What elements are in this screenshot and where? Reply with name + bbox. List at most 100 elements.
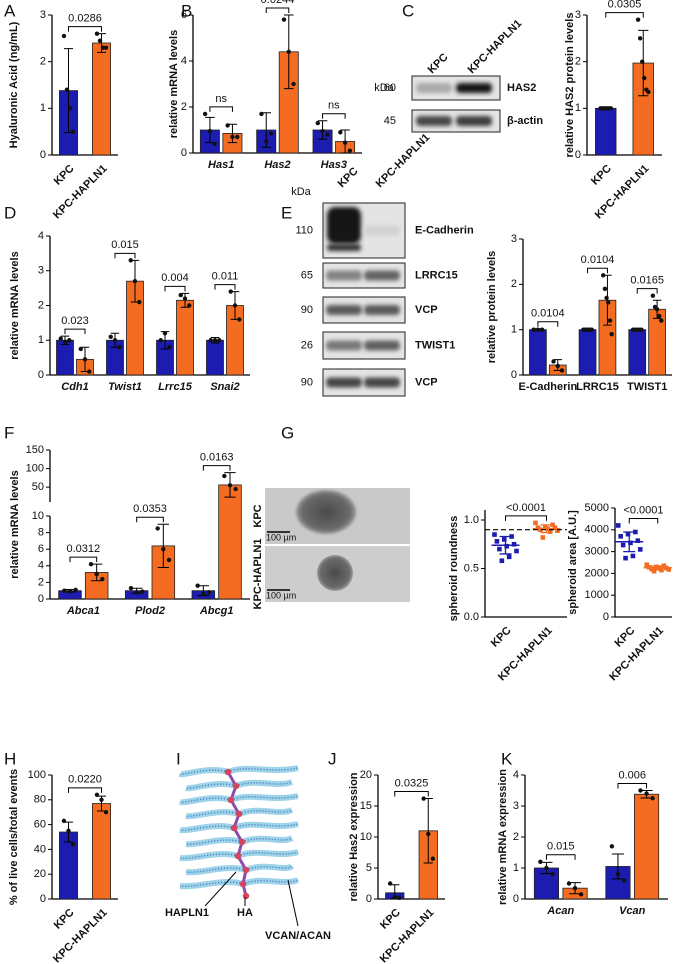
data-point [87, 369, 92, 374]
kda-label: 26 [301, 339, 313, 351]
y-tick-label: 15 [360, 800, 372, 812]
blot-band [326, 377, 362, 388]
panel-label: D [4, 203, 16, 222]
x-tick-label: KPC [489, 625, 514, 650]
data-point [602, 286, 608, 292]
y-tick-label: 1 [40, 102, 46, 114]
chart: 0 1 2 3 4 relative mRNA expression Acan Vcan 0.0… [497, 769, 668, 917]
x-tick-label: Vcan [619, 905, 646, 917]
significance-label: 0.0104 [531, 308, 565, 320]
y-tick-label: 0 [38, 369, 44, 381]
panel-label: H [4, 749, 16, 768]
significance-bracket [636, 288, 658, 294]
blot-strip [411, 75, 501, 101]
y-tick-label: 3 [575, 9, 581, 21]
y-tick-label: 4 [38, 230, 44, 242]
significance-label: 0.0353 [133, 503, 167, 515]
hapln1-link [232, 782, 240, 790]
scale-bar-label: 100 µm [266, 590, 296, 600]
y-tick-label: 0 [603, 611, 609, 623]
bar [176, 299, 194, 376]
proteoglycan [185, 865, 247, 876]
data-point [182, 296, 188, 301]
x-tick-label: KPC [52, 163, 77, 188]
blot-strip [322, 331, 406, 360]
data-point [640, 59, 645, 64]
kda-label: 90 [301, 304, 313, 316]
y-tick-label: 80 [34, 794, 46, 806]
data-point [61, 818, 67, 824]
blot-band [364, 270, 400, 281]
y-tick-label: 1000 [585, 589, 609, 601]
protein-label: VCP [415, 304, 438, 316]
bar [595, 107, 617, 156]
data-point [547, 529, 553, 534]
data-point [637, 36, 643, 41]
proteoglycan-core [230, 795, 299, 801]
blot-band [416, 116, 452, 126]
data-point [635, 17, 641, 22]
y-tick-label: 6 [181, 9, 187, 21]
data-point [511, 541, 517, 547]
data-point [232, 303, 238, 308]
data-point [187, 303, 192, 308]
hapln1-link [227, 796, 235, 804]
blot-strip [322, 202, 406, 259]
data-point [134, 590, 139, 595]
y-axis-label: relative HAS2 protein levels [564, 13, 576, 158]
protein-label: E-Cadherin [415, 224, 474, 236]
proteoglycan-core [185, 783, 237, 789]
hapln1-link [242, 892, 250, 900]
data-point [659, 318, 664, 323]
data-point [650, 293, 656, 298]
proteoglycan [179, 795, 232, 806]
y-tick-label: 5000 [585, 502, 609, 514]
data-point [607, 318, 613, 323]
y-tick-label: 2 [38, 576, 44, 588]
data-point [397, 895, 402, 900]
data-point [638, 788, 643, 793]
bar [633, 793, 660, 900]
data-point [227, 483, 233, 488]
data-point [535, 525, 541, 531]
data-point [103, 810, 109, 815]
y-tick-label: 50 [32, 481, 44, 493]
data-point [657, 313, 662, 319]
data-point [552, 525, 558, 531]
protein-label: LRRC15 [415, 269, 458, 281]
y-tick-label: 10 [360, 831, 372, 843]
data-point [646, 89, 651, 95]
proteoglycan-core [179, 769, 229, 775]
x-tick-label: Twist1 [108, 381, 142, 393]
significance-bracket [322, 113, 346, 119]
data-point [212, 141, 217, 146]
data-point [178, 292, 183, 298]
blot-band [416, 83, 452, 93]
data-point [601, 273, 606, 278]
panel-label: I [176, 749, 181, 768]
bar [578, 329, 597, 376]
y-tick-label: 20 [360, 769, 372, 781]
y-axis-label: spheroid roundness [448, 516, 460, 622]
lane-label: KPC-HAPLN1 [374, 132, 433, 191]
data-point [315, 120, 320, 126]
data-point [66, 828, 71, 833]
x-tick-label: Abcg1 [199, 605, 234, 617]
row-label: KPC [252, 504, 264, 527]
y-tick-label: 2 [38, 299, 44, 311]
proteoglycan [237, 807, 294, 817]
proteoglycan-core [242, 879, 299, 885]
significance-bracket [214, 284, 236, 290]
data-point [108, 334, 113, 339]
blot-band [456, 83, 492, 93]
y-tick-label: 1 [38, 334, 44, 346]
data-point [604, 295, 609, 301]
data-point [70, 842, 76, 847]
data-point [233, 486, 238, 492]
data-point [539, 327, 545, 332]
x-tick-label: LRRC15 [576, 381, 619, 393]
y-tick-label: 60 [34, 819, 46, 831]
